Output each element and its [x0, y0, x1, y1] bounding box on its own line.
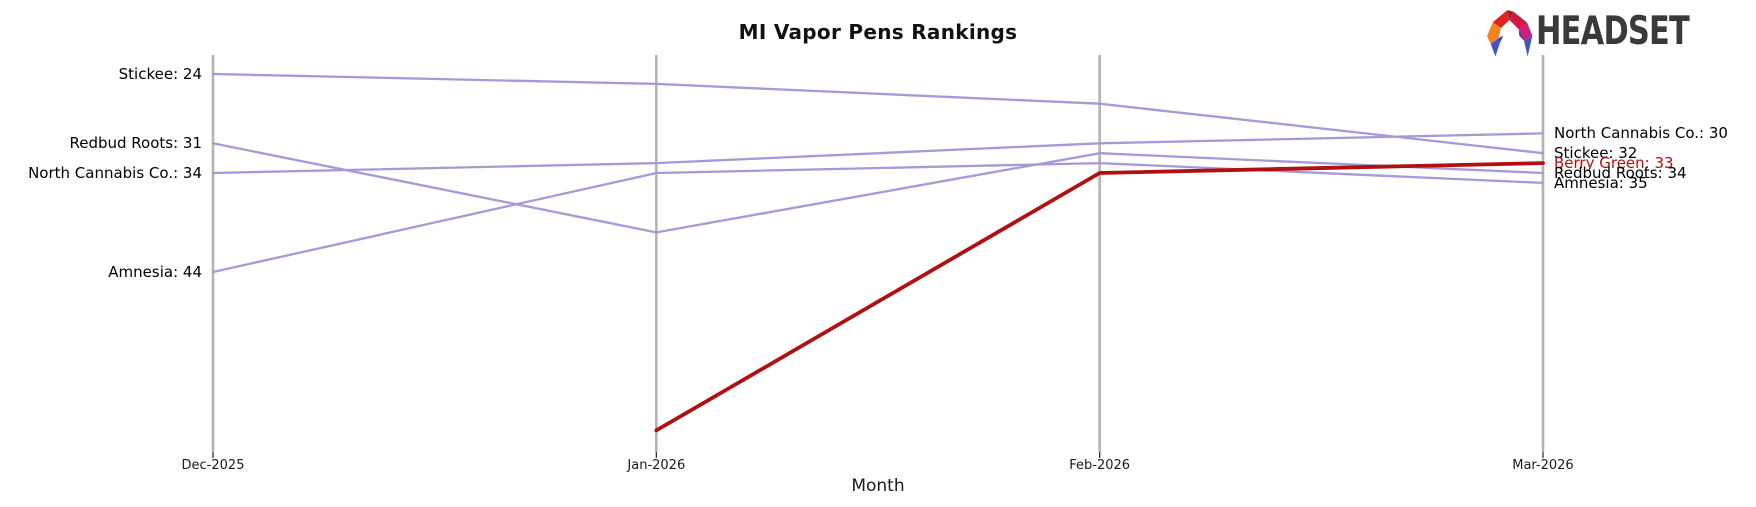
series-line-north-cannabis-co-	[211, 132, 1545, 175]
series-line-stickee	[211, 72, 1545, 155]
right-label-redbud-roots: Redbud Roots: 34	[1554, 164, 1687, 182]
left-label-amnesia: Amnesia: 44	[108, 263, 202, 281]
series-line-berry-green	[654, 161, 1545, 433]
x-tick-dec-2025: Dec-2025	[181, 458, 245, 473]
left-label-redbud-roots: Redbud Roots: 31	[69, 134, 202, 153]
left-label-north-cannabis: North Cannabis Co.: 34	[28, 164, 202, 182]
right-label-berry-green: Berry Green: 33	[1554, 154, 1674, 173]
right-label-north-cannabis: North Cannabis Co.: 30	[1554, 124, 1728, 143]
x-axis-title: Month	[851, 476, 905, 496]
right-label-amnesia: Amnesia: 35	[1554, 173, 1648, 192]
left-label-stickee: Stickee: 24	[118, 65, 202, 83]
chart-title: MI Vapor Pens Rankings	[738, 20, 1018, 44]
headset-logo-icon	[1487, 10, 1533, 57]
series-line-amnesia	[211, 161, 1545, 274]
headset-logo: HEADSET	[1484, 6, 1732, 58]
headset-logo-text: HEADSET	[1536, 9, 1690, 54]
series-line-redbud-roots	[211, 142, 1545, 234]
x-tick-jan-2026: Jan-2026	[627, 458, 686, 473]
x-tick-feb-2026: Feb-2026	[1069, 458, 1131, 473]
x-tick-mar-2026: Mar-2026	[1512, 458, 1574, 473]
right-label-stickee: Stickee: 32	[1554, 144, 1638, 163]
